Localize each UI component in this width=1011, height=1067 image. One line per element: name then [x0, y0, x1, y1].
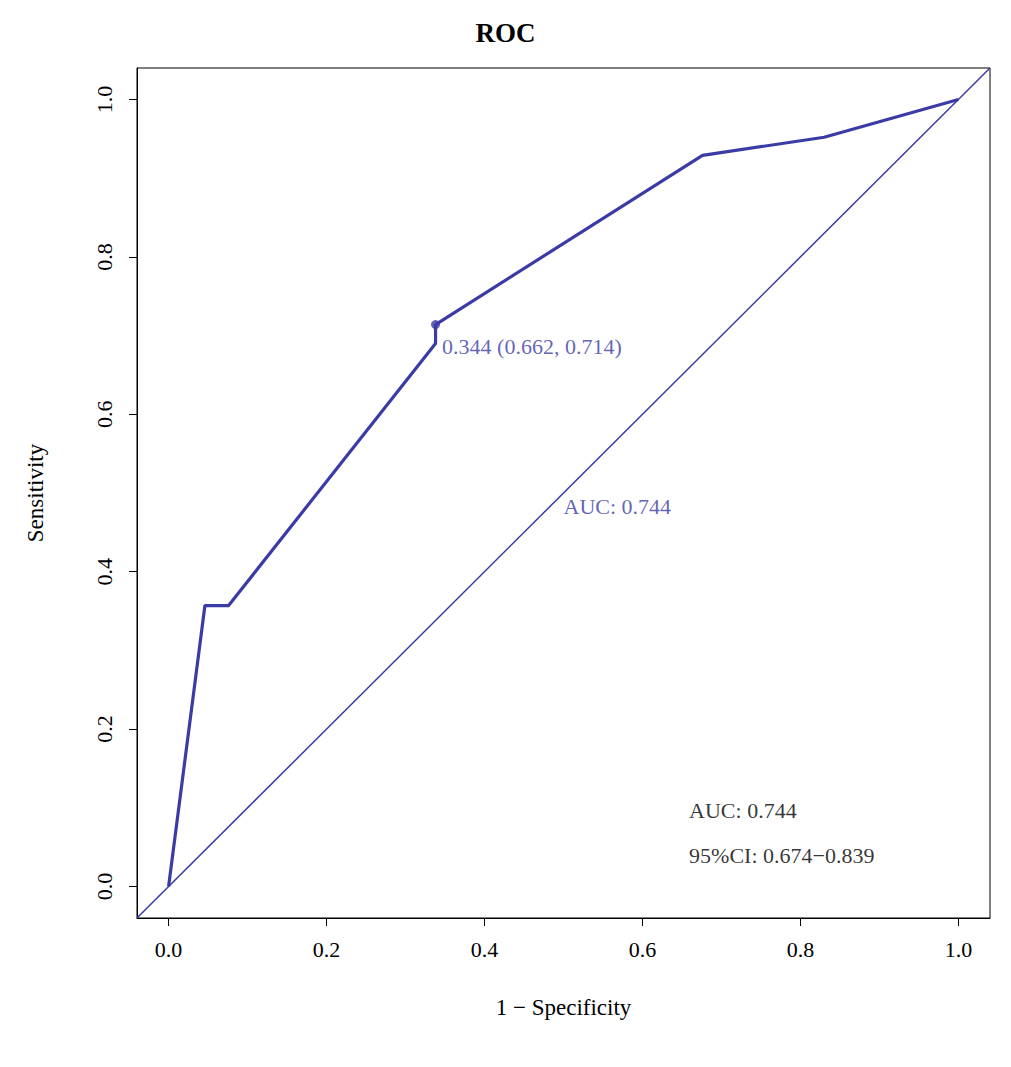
svg-text:0.0: 0.0: [92, 873, 117, 901]
svg-text:0.2: 0.2: [313, 937, 341, 962]
svg-text:Sensitivity: Sensitivity: [23, 443, 48, 542]
svg-text:1 − Specificity: 1 − Specificity: [496, 995, 632, 1020]
svg-text:AUC: 0.744: AUC: 0.744: [564, 494, 672, 519]
svg-text:0.6: 0.6: [629, 937, 657, 962]
svg-text:1.0: 1.0: [945, 937, 973, 962]
svg-text:0.344 (0.662, 0.714): 0.344 (0.662, 0.714): [442, 334, 622, 359]
svg-text:1.0: 1.0: [92, 86, 117, 114]
svg-text:ROC: ROC: [476, 18, 536, 48]
svg-text:AUC: 0.744: AUC: 0.744: [689, 798, 797, 823]
svg-text:0.8: 0.8: [787, 937, 815, 962]
svg-text:95%CI: 0.674−0.839: 95%CI: 0.674−0.839: [689, 843, 874, 868]
svg-text:0.4: 0.4: [471, 937, 499, 962]
svg-text:0.0: 0.0: [155, 937, 183, 962]
svg-text:0.8: 0.8: [92, 243, 117, 271]
svg-text:0.2: 0.2: [92, 715, 117, 743]
svg-text:0.6: 0.6: [92, 401, 117, 429]
svg-text:0.4: 0.4: [92, 558, 117, 586]
